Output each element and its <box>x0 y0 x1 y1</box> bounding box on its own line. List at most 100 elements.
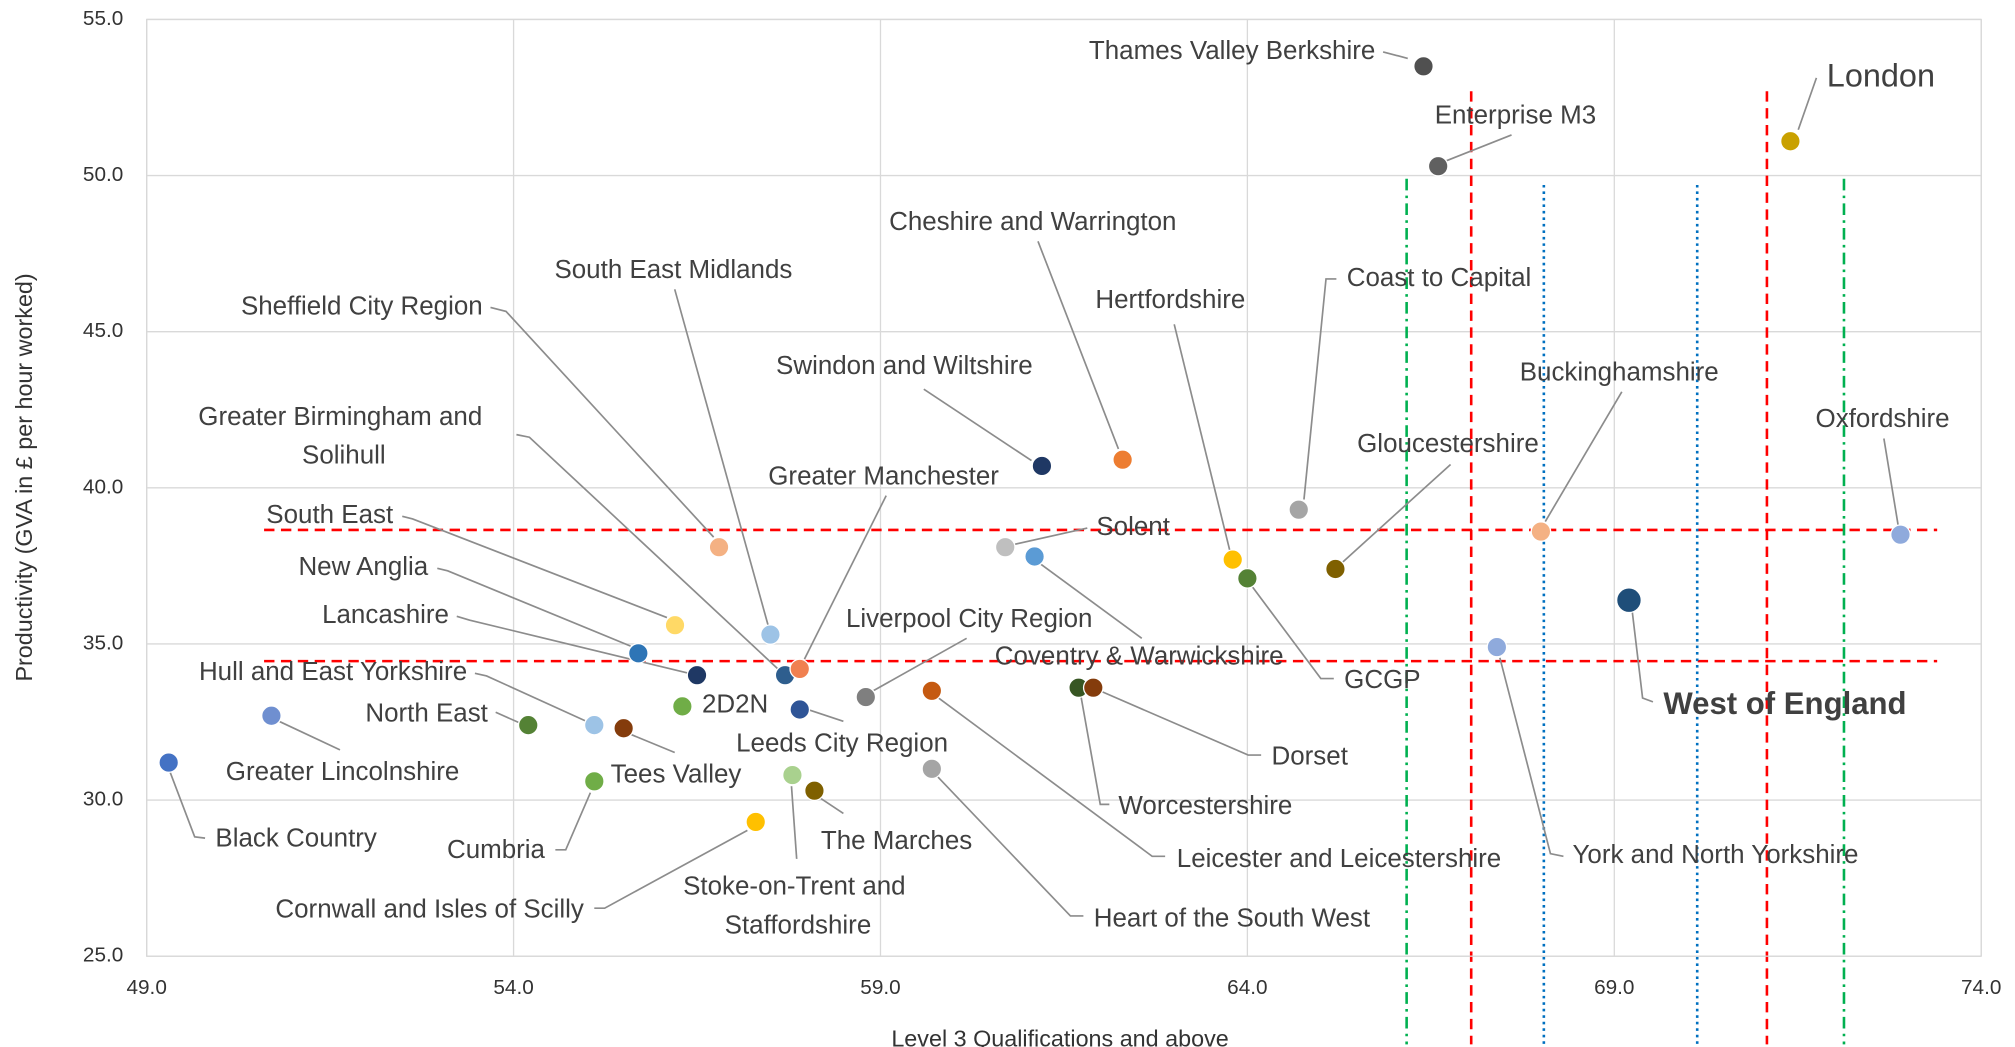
point-label: Cheshire and Warrington <box>889 208 1176 236</box>
leader-line <box>490 306 715 538</box>
leader-line <box>495 711 520 724</box>
leader-line <box>1038 562 1143 639</box>
leader-line <box>1382 51 1408 60</box>
x-tick-label: 64.0 <box>1227 976 1267 999</box>
point-label: New Anglia <box>298 553 428 581</box>
data-point <box>1780 130 1801 152</box>
leader-line <box>1631 610 1654 703</box>
leader-line <box>437 567 631 647</box>
leader-line <box>1251 585 1334 680</box>
point-label: Black Country <box>215 824 376 852</box>
point-label: Heart of the South West <box>1094 905 1371 933</box>
leader-line <box>1173 324 1231 552</box>
data-point <box>855 686 877 708</box>
y-tick-label: 40.0 <box>83 475 123 498</box>
y-axis-title: Productivity (GVA in £ per hour worked) <box>11 273 37 681</box>
leader-line <box>1499 657 1564 858</box>
point-label: Coventry & Warwickshire <box>995 643 1284 671</box>
data-point <box>1288 499 1310 521</box>
point-label: Greater Lincolnshire <box>226 758 460 786</box>
leader-line <box>1883 438 1899 526</box>
point-label: Hull and East Yorkshire <box>199 658 467 686</box>
point-label: York and North Yorkshire <box>1573 841 1859 869</box>
point-label: Hertfordshire <box>1095 286 1245 314</box>
leader-line <box>1011 527 1088 546</box>
point-label: Liverpool City Region <box>846 605 1093 633</box>
point-label: Leicester and Leicestershire <box>1177 845 1501 873</box>
leader-line <box>402 515 668 619</box>
data-point <box>583 714 605 736</box>
data-point <box>921 680 943 702</box>
x-tick-label: 49.0 <box>126 976 166 999</box>
point-label: Worcestershire <box>1118 792 1292 820</box>
point-label: Lancashire <box>322 601 449 629</box>
data-point <box>760 624 781 645</box>
y-tick-label: 50.0 <box>83 163 123 186</box>
data-point <box>583 770 605 792</box>
point-label: Cornwall and Isles of Scilly <box>275 896 584 924</box>
data-point <box>627 642 649 664</box>
leader-line <box>1341 463 1452 564</box>
leader-line <box>555 792 592 851</box>
point-label: Tees Valley <box>611 761 742 789</box>
x-tick-label: 74.0 <box>1961 976 2001 999</box>
data-point <box>708 536 730 558</box>
leader-line <box>474 672 587 723</box>
y-tick-label: 45.0 <box>83 319 123 342</box>
y-tick-label: 35.0 <box>83 631 123 654</box>
data-point <box>613 717 635 739</box>
point-label: Sheffield City Region <box>241 292 483 320</box>
leader-line <box>819 797 844 815</box>
leader-line <box>456 615 690 675</box>
point-label: Enterprise M3 <box>1435 102 1596 130</box>
leader-line <box>673 289 769 626</box>
data-point <box>789 699 811 720</box>
data-point <box>1222 549 1244 571</box>
y-tick-label: 55.0 <box>83 7 123 30</box>
leader-line <box>630 733 676 754</box>
point-label: The Marches <box>821 827 972 855</box>
data-point <box>1237 567 1258 589</box>
x-tick-label: 54.0 <box>493 976 533 999</box>
data-point <box>1615 587 1642 614</box>
data-point <box>1325 558 1346 580</box>
point-label: Coast to Capital <box>1347 264 1532 292</box>
leader-line <box>790 786 798 859</box>
point-label: Solent <box>1096 513 1170 541</box>
point-label: Greater Manchester <box>768 462 999 490</box>
point-label: North East <box>365 700 488 728</box>
leader-line <box>808 708 844 723</box>
data-point <box>158 752 180 773</box>
leader-line <box>1079 695 1110 806</box>
data-point <box>804 780 825 802</box>
point-label: Greater Birmingham and Solihull <box>198 403 489 470</box>
point-label: Gloucestershire <box>1357 430 1539 458</box>
point-label: Thames Valley Berkshire <box>1089 37 1375 65</box>
leader-line <box>594 829 748 910</box>
leader-line <box>1442 134 1512 163</box>
point-label: Cumbria <box>447 836 546 864</box>
data-point <box>686 664 708 686</box>
leader-line <box>169 771 206 839</box>
leader-line <box>936 775 1084 917</box>
data-point <box>1890 524 1911 546</box>
x-tick-label: 59.0 <box>860 976 900 999</box>
data-point <box>517 714 539 736</box>
leader-line <box>936 696 1166 858</box>
point-label: Buckinghamshire <box>1520 359 1719 387</box>
data-point <box>664 614 686 636</box>
data-point <box>1112 449 1134 471</box>
leader-line <box>1101 690 1262 756</box>
leader-line <box>276 719 341 751</box>
point-label: Leeds City Region <box>736 730 948 758</box>
point-label: South East <box>266 501 394 529</box>
data-point <box>789 658 811 680</box>
data-point <box>782 764 803 786</box>
data-point <box>1413 55 1434 77</box>
data-point <box>1082 677 1104 699</box>
leader-line <box>1544 391 1623 522</box>
y-tick-label: 25.0 <box>83 944 123 967</box>
point-label: West of England <box>1663 686 1906 721</box>
data-point <box>994 536 1016 558</box>
point-label: Dorset <box>1272 743 1349 771</box>
